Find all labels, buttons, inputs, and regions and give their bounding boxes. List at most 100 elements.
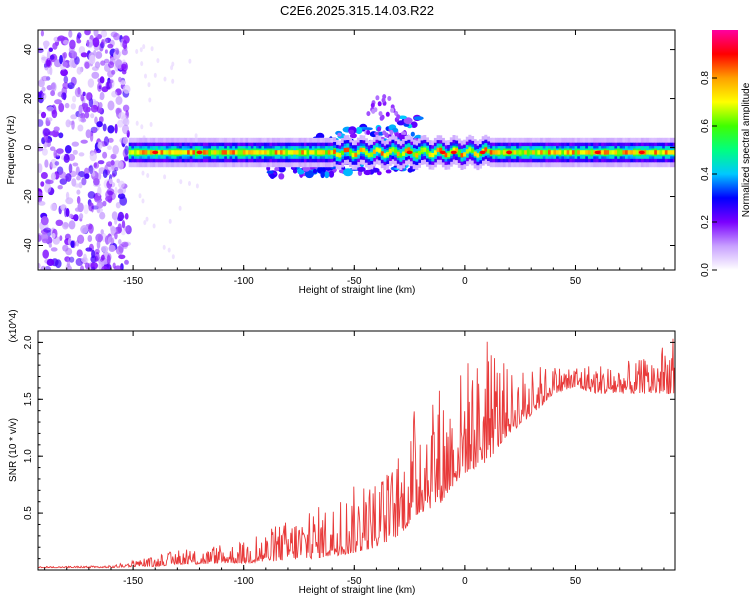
ridge-segment [662, 150, 666, 155]
ridge-segment [654, 150, 658, 155]
heatmap-xlabel: Height of straight line (km) [299, 285, 416, 296]
noise-blob [40, 181, 45, 187]
noise-blob [188, 181, 191, 186]
noise-blob [97, 160, 105, 165]
noise-blob [122, 124, 129, 135]
ridge-segment [216, 150, 220, 155]
ridge-segment [571, 150, 575, 155]
noise-blob [114, 186, 118, 196]
ridge-segment [500, 150, 504, 155]
noise-blob [123, 156, 129, 162]
noise-blob [96, 207, 101, 214]
colorbar-tick-label: 0.0 [700, 263, 711, 277]
noise-blob [102, 200, 107, 207]
noise-blob [96, 121, 103, 128]
noise-blob [99, 91, 105, 101]
ridge-segment [277, 150, 281, 155]
ridge-segment [553, 150, 557, 155]
ridge-segment [176, 150, 180, 155]
noise-blob [121, 220, 126, 229]
ridge-segment [532, 150, 536, 155]
noise-blob [90, 113, 95, 119]
ridge-segment [335, 152, 339, 157]
y-tick-label: 1.0 [23, 449, 34, 463]
ridge-segment [407, 147, 411, 152]
ridge-segment [293, 150, 297, 155]
noise-blob [89, 54, 96, 65]
ridge-segment [359, 147, 363, 152]
ridge-segment [280, 150, 283, 155]
noise-blob [87, 235, 93, 242]
ridge-segment [587, 150, 591, 155]
noise-blob [141, 198, 145, 204]
noise-blob [76, 189, 81, 195]
ridge-segment [585, 150, 589, 155]
noise-blob [38, 201, 46, 206]
noise-blob [124, 259, 129, 265]
noise-blob [150, 46, 154, 52]
noise-blob [112, 145, 119, 155]
ridge-peak [450, 150, 457, 155]
ridge-segment [436, 147, 440, 153]
noise-blob [102, 151, 108, 159]
broadened-blob [363, 169, 372, 176]
broadened-blob [328, 170, 335, 178]
ridge-segment [455, 148, 459, 153]
ridge-segment [497, 150, 501, 155]
noise-blob [80, 118, 87, 123]
ridge-segment [433, 150, 437, 155]
noise-blob [71, 51, 78, 59]
noise-blob [84, 173, 90, 180]
ridge-segment [492, 150, 496, 155]
ridge-segment [213, 150, 217, 155]
noise-blob [93, 30, 99, 37]
noise-blob [41, 148, 48, 156]
noise-blob [68, 220, 76, 230]
noise-blob [149, 122, 153, 127]
noise-blob [163, 174, 167, 180]
noise-blob [51, 232, 56, 239]
noise-blob [117, 211, 124, 222]
noise-blob [66, 258, 70, 268]
noise-blob [124, 225, 130, 232]
ridge-segment [165, 150, 169, 155]
noise-blob [135, 120, 139, 126]
noise-blob [77, 234, 85, 244]
broadened-blob [385, 169, 392, 174]
ridge-segment [179, 150, 183, 155]
noise-blob [144, 73, 147, 79]
noise-blob [53, 126, 60, 132]
ridge-segment [495, 150, 498, 155]
noise-blob [38, 234, 42, 242]
noise-blob [113, 32, 121, 41]
ridge-segment [611, 150, 615, 155]
noise-blob [101, 265, 108, 270]
heatmap-ylabel: Frequency (Hz) [6, 116, 17, 185]
noise-blob [142, 44, 146, 50]
noise-blob [73, 214, 79, 222]
ridge-segment [529, 150, 533, 155]
noise-blob [114, 47, 120, 55]
ridge-segment [266, 150, 270, 155]
noise-blob [84, 61, 90, 69]
y-tick-label: 0 [23, 144, 34, 150]
ridge-segment [619, 150, 623, 155]
x-tick-label: -50 [347, 276, 362, 287]
noise-blob [113, 160, 122, 169]
ridge-segment [412, 152, 416, 157]
noise-blob [141, 170, 145, 176]
noise-blob [57, 185, 63, 190]
noise-blob [97, 82, 102, 92]
ridge-segment [534, 150, 538, 155]
ridge-segment [362, 147, 366, 153]
ridge-segment [128, 150, 132, 155]
broadened-blob [366, 111, 371, 117]
noise-blob [108, 244, 116, 252]
broadened-blob [371, 108, 376, 114]
ridge-segment [526, 150, 530, 155]
ridge-segment [648, 150, 652, 155]
noise-blob [78, 171, 86, 178]
noise-blob [194, 133, 198, 139]
ridge-segment [394, 148, 398, 154]
y-tick-label: 1.5 [23, 392, 34, 406]
